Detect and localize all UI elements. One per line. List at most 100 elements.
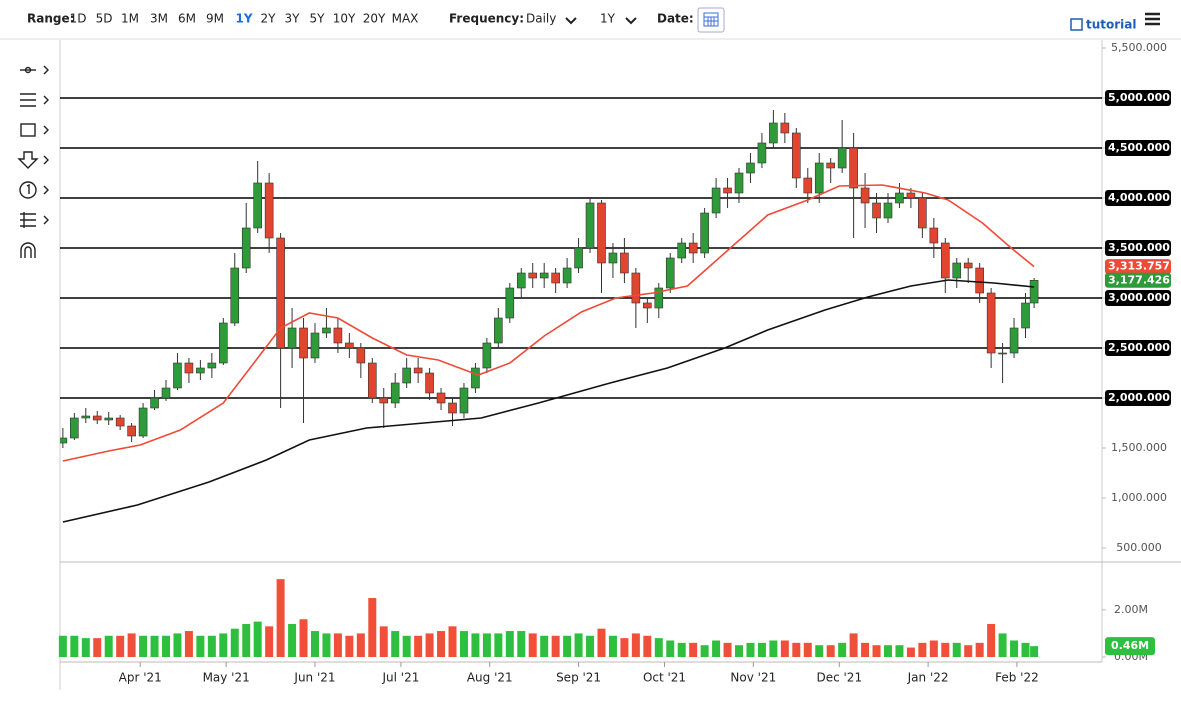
candle-body xyxy=(459,387,469,414)
candle-body xyxy=(620,252,629,274)
volume-bar xyxy=(815,645,824,657)
candle-body xyxy=(494,317,503,344)
volume-bar xyxy=(127,633,136,657)
candle-body xyxy=(700,212,709,254)
range-option[interactable]: 3M xyxy=(150,12,168,26)
range-option[interactable]: 5D xyxy=(96,12,113,26)
volume-bar xyxy=(998,633,1007,657)
candle-body xyxy=(436,392,446,404)
candle-body xyxy=(173,362,182,389)
tool-fib[interactable] xyxy=(20,93,49,107)
range-option[interactable]: 9M xyxy=(206,12,224,26)
volume-bar xyxy=(735,645,744,657)
range-option[interactable]: 3Y xyxy=(285,12,301,26)
candle-body xyxy=(1009,327,1019,354)
x-tick-label: Aug '21 xyxy=(467,671,513,685)
volume-bar xyxy=(162,635,171,657)
x-tick-label: Jul '21 xyxy=(381,671,419,685)
candle-body xyxy=(276,237,285,349)
volume-bar xyxy=(792,642,801,657)
tool-line[interactable] xyxy=(20,65,49,75)
candle-body xyxy=(734,172,744,194)
candle-body xyxy=(585,202,595,249)
candle-body xyxy=(402,367,411,384)
volume-bar xyxy=(1030,646,1039,657)
candle-body xyxy=(849,147,858,189)
volume-bar xyxy=(299,619,308,657)
candle-body xyxy=(196,367,205,374)
volume-bar xyxy=(1021,642,1030,657)
period-value[interactable]: 1Y xyxy=(600,12,616,26)
volume-bar xyxy=(93,638,102,657)
volume-bar xyxy=(712,640,721,657)
candle-body xyxy=(207,362,217,369)
candle-body xyxy=(711,187,721,214)
candle-body xyxy=(940,242,950,279)
tool-arrow[interactable] xyxy=(17,151,49,169)
tool-measure[interactable] xyxy=(20,212,49,228)
frequency-chevron[interactable] xyxy=(565,17,577,25)
range-option[interactable]: MAX xyxy=(392,12,419,26)
range-option[interactable]: 1Y xyxy=(235,12,252,26)
tutorial-icon[interactable] xyxy=(1070,18,1083,31)
volume-bar xyxy=(345,635,354,657)
moving-average-line xyxy=(62,184,1035,462)
x-tick-label: May '21 xyxy=(203,671,250,685)
volume-bar xyxy=(769,640,778,657)
candle-body xyxy=(780,122,790,134)
volume-bar xyxy=(173,633,182,657)
volume-bar xyxy=(494,633,503,657)
candle-body xyxy=(70,417,79,439)
tool-number[interactable] xyxy=(19,181,49,199)
y-tick-label: 1,500.000 xyxy=(1111,441,1167,454)
y-tick-box xyxy=(1105,190,1171,206)
candle-body xyxy=(138,407,148,437)
price-marker xyxy=(1105,272,1171,288)
candle-body xyxy=(241,227,251,269)
volume-bar xyxy=(975,642,984,657)
volume-bar xyxy=(700,645,709,657)
candle-body xyxy=(1029,279,1039,304)
calendar-icon[interactable] xyxy=(697,7,725,33)
candle-body xyxy=(471,367,480,389)
volume-bar xyxy=(70,635,79,657)
candle-body xyxy=(814,162,824,194)
y-tick-label: 2,500.000 xyxy=(1108,341,1170,354)
range-option[interactable]: 6M xyxy=(178,12,196,26)
range-option[interactable]: 2Y xyxy=(261,12,277,26)
candle-body xyxy=(826,162,835,169)
candle-body xyxy=(757,142,767,164)
candle-body xyxy=(482,342,492,369)
x-tick-label: Sep '21 xyxy=(556,671,601,685)
tool-magnet[interactable] xyxy=(20,242,36,258)
volume-bar xyxy=(150,635,159,657)
volume-bar xyxy=(551,635,560,657)
range-option[interactable]: 1D xyxy=(70,12,87,26)
y-tick-box xyxy=(1105,140,1171,156)
period-chevron[interactable] xyxy=(625,17,637,25)
candle-body xyxy=(345,342,354,349)
price-marker xyxy=(1105,259,1171,275)
candle-body xyxy=(643,302,652,309)
range-option[interactable]: 10Y xyxy=(333,12,356,26)
y-tick-box xyxy=(1105,390,1171,406)
volume-bar xyxy=(540,635,549,657)
range-option[interactable]: 1M xyxy=(121,12,139,26)
candle-body xyxy=(562,267,572,284)
tutorial-link[interactable]: tutorial xyxy=(1086,18,1137,32)
y-tick-label: 1,000.000 xyxy=(1111,491,1167,504)
candle-body xyxy=(115,417,125,427)
volume-bar xyxy=(116,635,125,657)
candle-body xyxy=(952,262,962,279)
candle-body xyxy=(677,242,687,259)
range-option[interactable]: 5Y xyxy=(310,12,326,26)
range-option[interactable]: 20Y xyxy=(363,12,386,26)
menu-icon[interactable] xyxy=(1145,12,1160,26)
frequency-value[interactable]: Daily xyxy=(526,12,556,26)
volume-bar xyxy=(906,647,915,657)
price-marker-label: 3,313.757 xyxy=(1108,260,1170,273)
tool-shape[interactable] xyxy=(20,123,49,137)
volume-marker-label: 0.46M xyxy=(1111,639,1149,652)
volume-bar xyxy=(757,642,766,657)
x-tick-label: Apr '21 xyxy=(119,671,162,685)
